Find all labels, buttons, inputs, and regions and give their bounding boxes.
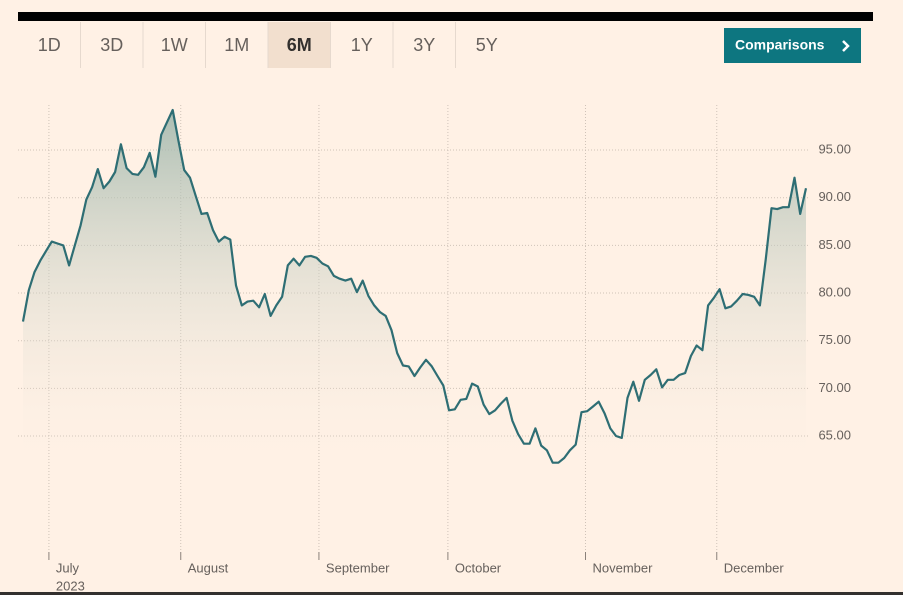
y-tick-label: 80.00 bbox=[818, 284, 851, 299]
top-rule bbox=[18, 12, 873, 21]
y-tick-label: 65.00 bbox=[818, 427, 851, 442]
tab-label: 1Y bbox=[351, 35, 373, 55]
plot: 65.00 70.00 75.00 80.00 85.00 90.00 95.00 July 2… bbox=[18, 105, 851, 593]
x-tick-label: September bbox=[326, 560, 390, 575]
tab-label: 3D bbox=[100, 35, 123, 55]
y-tick-label: 75.00 bbox=[818, 332, 851, 347]
y-tick-label: 70.00 bbox=[818, 380, 851, 395]
tab-label: 6M bbox=[287, 35, 312, 55]
year-label: 2023 bbox=[56, 578, 85, 593]
x-tick-label: July bbox=[56, 560, 80, 575]
x-tick-label: October bbox=[455, 560, 502, 575]
tab-label: 1D bbox=[38, 35, 61, 55]
bottom-rule bbox=[0, 592, 903, 595]
y-tick-label: 90.00 bbox=[818, 189, 851, 204]
range-tab[interactable]: 1M bbox=[205, 22, 250, 68]
y-tick-label: 95.00 bbox=[818, 141, 851, 156]
range-tab[interactable]: 1Y bbox=[330, 22, 373, 68]
tab-highlight bbox=[268, 22, 331, 68]
range-tab[interactable]: 5Y bbox=[455, 22, 498, 68]
y-tick-label: 85.00 bbox=[818, 237, 851, 252]
range-tab[interactable]: 6M bbox=[267, 22, 331, 68]
tab-label: 1W bbox=[161, 35, 188, 55]
range-tab[interactable]: 3Y bbox=[392, 22, 435, 68]
price-line bbox=[21, 108, 808, 464]
tab-label: 5Y bbox=[476, 35, 498, 55]
x-tick-label: November bbox=[592, 560, 653, 575]
range-tab[interactable]: 1W bbox=[142, 22, 188, 68]
comparisons-button[interactable]: Comparisons bbox=[724, 28, 861, 63]
tab-label: 1M bbox=[224, 35, 249, 55]
button-label: Comparisons bbox=[735, 37, 825, 53]
x-tick-label: December bbox=[724, 560, 785, 575]
range-tab[interactable]: 3D bbox=[80, 22, 124, 68]
area-fill bbox=[23, 110, 806, 556]
range-tab[interactable]: 1D bbox=[38, 35, 61, 55]
x-tick-label: August bbox=[188, 560, 229, 575]
chevron-icon bbox=[842, 40, 850, 52]
range-tabs: 1D 3D 1W 1M 6M 1Y 3Y 5Y bbox=[38, 22, 498, 68]
tab-label: 3Y bbox=[413, 35, 435, 55]
